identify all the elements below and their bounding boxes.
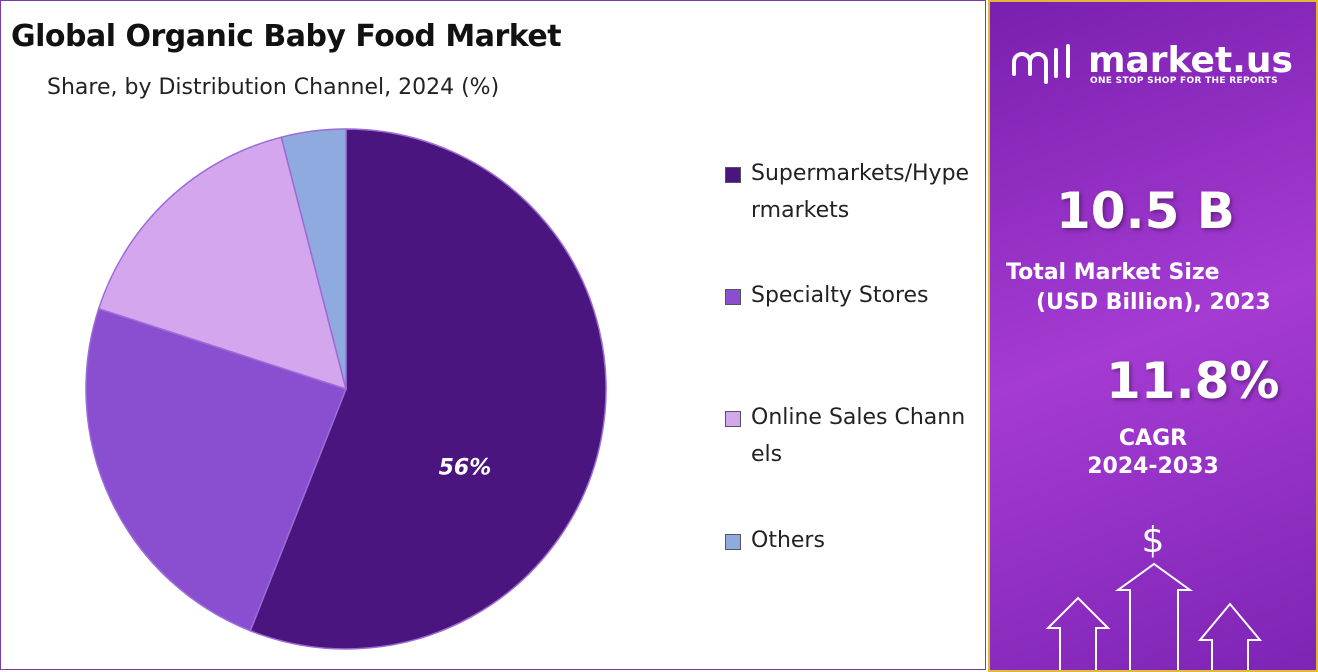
legend-item: Supermarkets/Hypermarkets bbox=[725, 155, 975, 229]
legend-swatch bbox=[725, 411, 741, 427]
stat-label: 2024-2033 bbox=[1087, 454, 1219, 479]
brand: market.us bbox=[1088, 40, 1293, 81]
legend-item: Specialty Stores bbox=[725, 277, 975, 314]
stat-label: Total Market Size bbox=[1006, 260, 1220, 285]
legend-item: Online Sales Channels bbox=[725, 399, 975, 473]
legend-label: Online Sales Channels bbox=[751, 405, 966, 467]
stat-value: 11.8% bbox=[1106, 352, 1280, 410]
stat-label: CAGR bbox=[1118, 426, 1188, 451]
legend-label: Supermarkets/Hypermarkets bbox=[751, 161, 970, 223]
chart-subtitle: Share, by Distribution Channel, 2024 (%) bbox=[47, 75, 500, 100]
pie-slice bbox=[249, 128, 607, 650]
legend-label: Specialty Stores bbox=[751, 283, 929, 308]
data-label: 56% bbox=[439, 455, 492, 480]
legend-item: Others bbox=[725, 522, 975, 559]
pie-slice bbox=[280, 128, 347, 390]
chart-title: Global Organic Baby Food Market bbox=[11, 19, 562, 54]
legend-swatch bbox=[725, 167, 741, 183]
sidebar-art bbox=[1012, 44, 1263, 670]
stat-value: 10.5 B bbox=[1056, 182, 1235, 240]
arrows bbox=[1045, 562, 1263, 670]
legend-swatch bbox=[725, 289, 741, 305]
sidebar: market.us ONE STOP SHOP FOR THE REPORTS … bbox=[988, 0, 1318, 672]
legend-swatch bbox=[725, 534, 741, 550]
logo-mark bbox=[1012, 44, 1070, 84]
pie-chart: 56% bbox=[85, 128, 607, 650]
legend-label: Others bbox=[751, 528, 825, 553]
pie-slice bbox=[85, 307, 347, 632]
icon: $ bbox=[1141, 520, 1165, 561]
tagline: ONE STOP SHOP FOR THE REPORTS bbox=[1090, 76, 1278, 86]
stat-label: (USD Billion), 2023 bbox=[1036, 290, 1271, 315]
pie-slice bbox=[97, 136, 348, 391]
chart-panel: Global Organic Baby Food Market Share, b… bbox=[0, 0, 986, 670]
